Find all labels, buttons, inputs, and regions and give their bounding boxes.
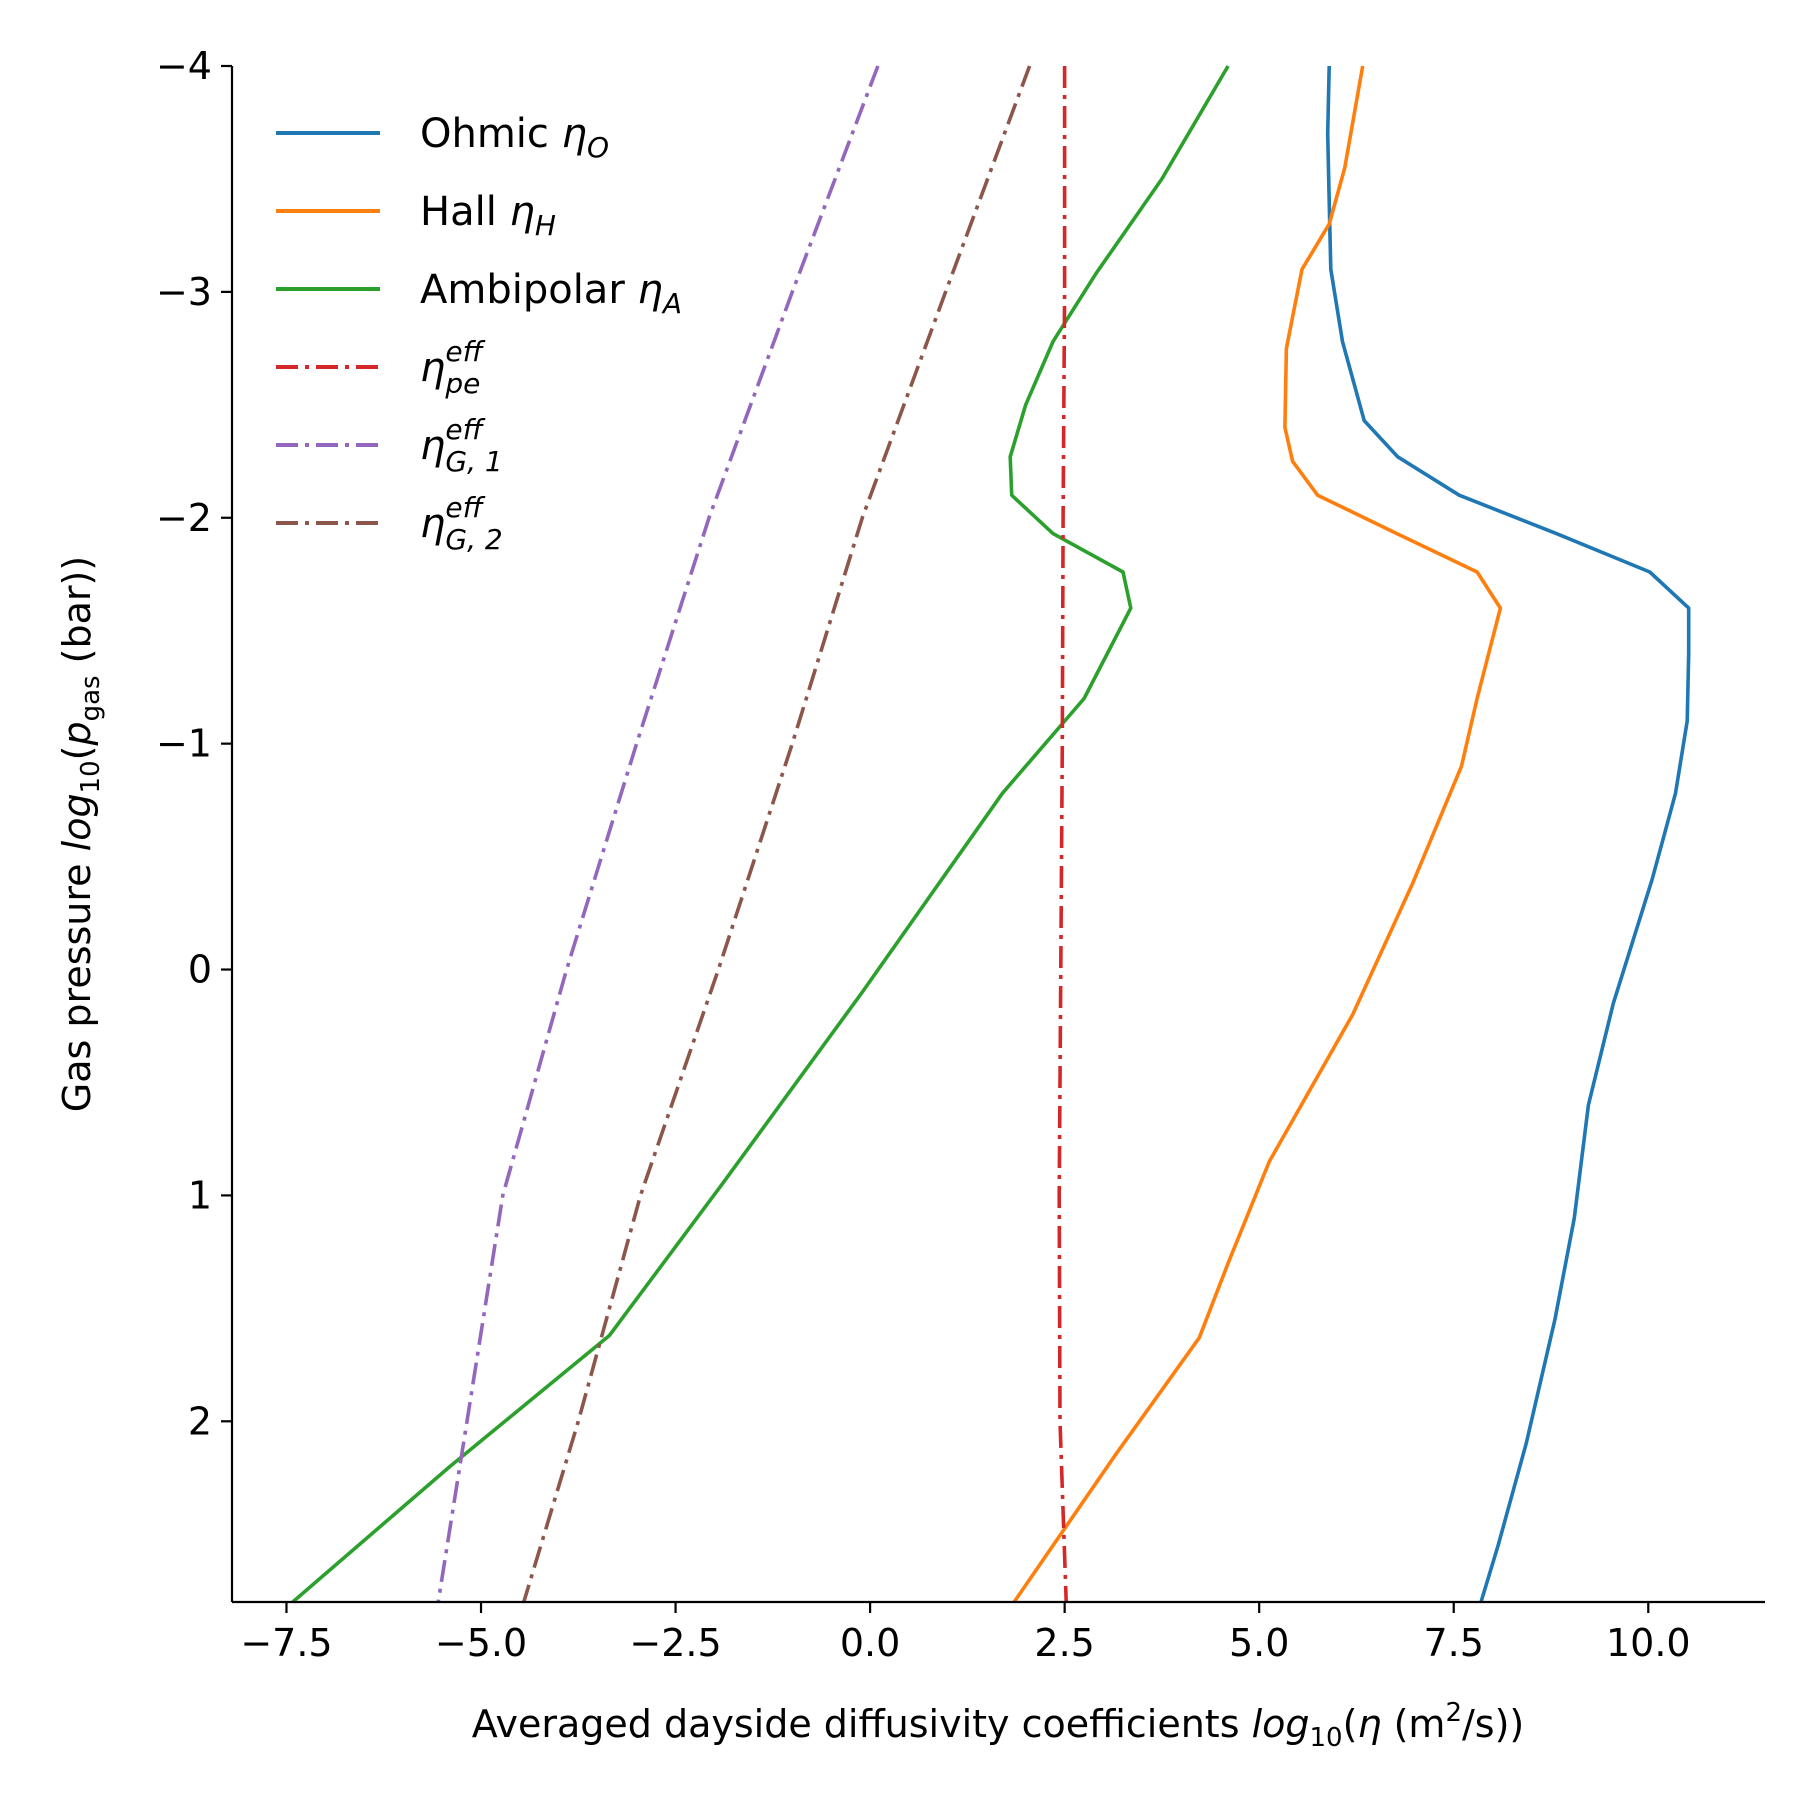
x-tick-label: 2.5 (1034, 1621, 1094, 1665)
y-axis-label: Gas pressure log10(pgas (bar)) (55, 556, 106, 1112)
series-line-0 (1325, 65, 1691, 1603)
x-tick-label: 5.0 (1229, 1621, 1289, 1665)
series-layer (291, 65, 1691, 1604)
series-line-1 (1012, 65, 1503, 1604)
x-tick-label: 10.0 (1606, 1621, 1691, 1665)
y-tick-label: −3 (156, 270, 212, 314)
legend-label-5: ηeff G, 2 (420, 491, 503, 556)
legend-label-4: ηeff G, 1 (420, 413, 503, 478)
x-tick-label: −2.5 (629, 1621, 721, 1665)
series-line-5 (522, 65, 1032, 1603)
legend: Ohmic ηO Hall ηH Ambipolar ηA ηeff pe ηeff G, … (276, 111, 682, 556)
x-tick-label: 0.0 (840, 1621, 900, 1665)
y-tick-label: −4 (156, 44, 212, 88)
y-tick-label: 0 (188, 948, 212, 992)
ticks-layer: −7.5 −5.0 −2.5 0.0 2.5 5.0 7.5 10.0 −4 −3 −2 −1 0 1 2 (156, 44, 1691, 1665)
series-line-4 (436, 65, 880, 1603)
legend-label-0: Ohmic ηO (420, 111, 609, 164)
series-line-2 (291, 65, 1230, 1604)
x-tick-label: −5.0 (435, 1621, 527, 1665)
series-line-3 (1057, 66, 1068, 1603)
legend-label-3: ηeff pe (420, 335, 486, 400)
legend-label-1: Hall ηH (420, 189, 556, 242)
x-tick-label: −7.5 (240, 1621, 332, 1665)
legend-label-2: Ambipolar ηA (420, 267, 682, 320)
y-tick-label: 2 (188, 1399, 212, 1443)
y-tick-label: −1 (156, 722, 212, 766)
y-tick-label: −2 (156, 496, 212, 540)
x-tick-label: 7.5 (1424, 1621, 1484, 1665)
axes-layer (230, 66, 1765, 1604)
x-axis-label: Averaged dayside diffusivity coefficient… (472, 1698, 1525, 1753)
y-tick-label: 1 (188, 1173, 212, 1217)
